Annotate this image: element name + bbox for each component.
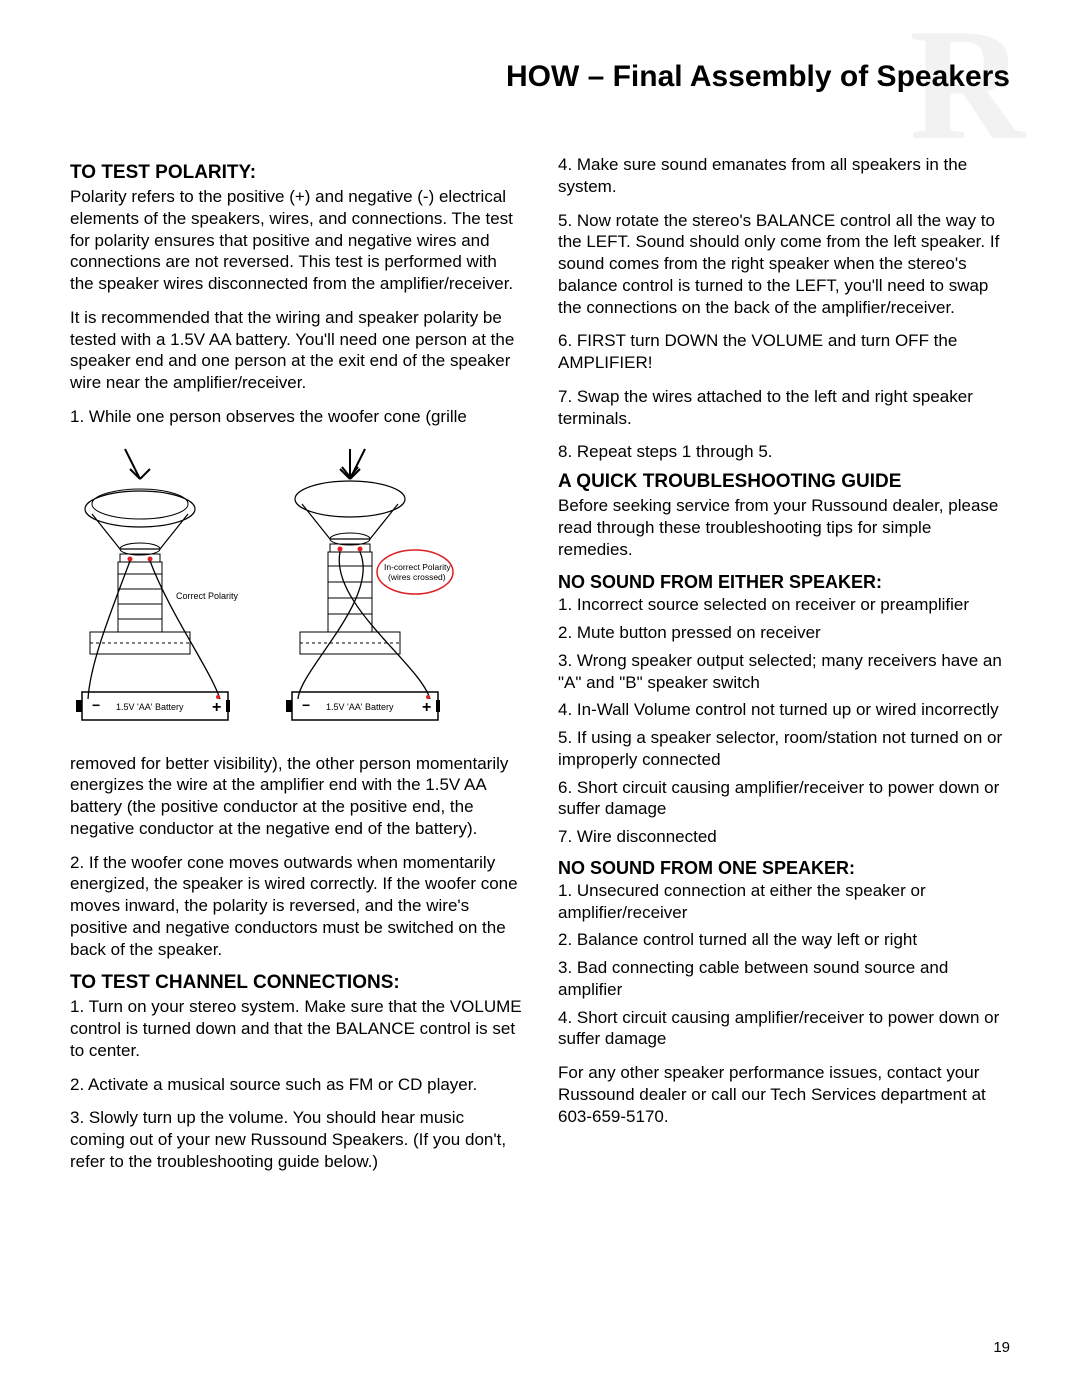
body-text: Polarity refers to the positive (+) and … bbox=[70, 186, 522, 295]
body-text: 1. Incorrect source selected on receiver… bbox=[558, 594, 1010, 616]
diagram-left-speaker: − + 1.5V 'AA' Battery Correct Polarity bbox=[76, 449, 239, 720]
terminal-dot bbox=[128, 556, 133, 561]
arrow-up-icon bbox=[125, 449, 150, 479]
terminal-dot bbox=[148, 556, 153, 561]
body-text: 1. While one person observes the woofer … bbox=[70, 406, 522, 428]
polarity-diagram: − + 1.5V 'AA' Battery Correct Polarity bbox=[70, 444, 480, 734]
body-text: 2. Activate a musical source such as FM … bbox=[70, 1074, 522, 1096]
body-text: 5. If using a speaker selector, room/sta… bbox=[558, 727, 1010, 771]
body-text: 3. Wrong speaker output selected; many r… bbox=[558, 650, 1010, 694]
left-column: TO TEST POLARITY: Polarity refers to the… bbox=[70, 154, 522, 1185]
body-text: 5. Now rotate the stereo's BALANCE contr… bbox=[558, 210, 1010, 319]
diagram-label-correct: Correct Polarity bbox=[176, 591, 239, 601]
body-text: 7. Wire disconnected bbox=[558, 826, 1010, 848]
heading-channel: TO TEST CHANNEL CONNECTIONS: bbox=[70, 972, 522, 994]
heading-no-sound-one: NO SOUND FROM ONE SPEAKER: bbox=[558, 858, 1010, 879]
body-text: 2. If the woofer cone moves outwards whe… bbox=[70, 852, 522, 961]
body-text: It is recommended that the wiring and sp… bbox=[70, 307, 522, 394]
body-text: 4. Short circuit causing amplifier/recei… bbox=[558, 1007, 1010, 1051]
body-text: 2. Mute button pressed on receiver bbox=[558, 622, 1010, 644]
battery-label: 1.5V 'AA' Battery bbox=[326, 702, 394, 712]
svg-text:+: + bbox=[422, 699, 431, 716]
battery-plus: + bbox=[212, 699, 221, 716]
right-column: 4. Make sure sound emanates from all spe… bbox=[558, 154, 1010, 1185]
body-text: 8. Repeat steps 1 through 5. bbox=[558, 441, 1010, 463]
body-text: 7. Swap the wires attached to the left a… bbox=[558, 386, 1010, 430]
page-title: HOW – Final Assembly of Speakers bbox=[70, 60, 1010, 94]
battery-minus: − bbox=[92, 697, 100, 713]
diagram-label-incorrect: In-correct Polarity bbox=[384, 562, 451, 572]
body-text: 1. Unsecured connection at either the sp… bbox=[558, 880, 1010, 924]
svg-text:−: − bbox=[302, 697, 310, 713]
battery-label: 1.5V 'AA' Battery bbox=[116, 702, 184, 712]
heading-no-sound-either: NO SOUND FROM EITHER SPEAKER: bbox=[558, 572, 1010, 593]
two-column-layout: TO TEST POLARITY: Polarity refers to the… bbox=[70, 154, 1010, 1185]
body-text: 1. Turn on your stereo system. Make sure… bbox=[70, 996, 522, 1061]
body-text: removed for better visibility), the othe… bbox=[70, 753, 522, 840]
body-text: For any other speaker performance issues… bbox=[558, 1062, 1010, 1127]
body-text: 2. Balance control turned all the way le… bbox=[558, 929, 1010, 951]
body-text: 6. Short circuit causing amplifier/recei… bbox=[558, 777, 1010, 821]
page-number: 19 bbox=[993, 1339, 1010, 1356]
heading-troubleshoot: A QUICK TROUBLESHOOTING GUIDE bbox=[558, 471, 1010, 493]
body-text: Before seeking service from your Russoun… bbox=[558, 495, 1010, 560]
body-text: 3. Slowly turn up the volume. You should… bbox=[70, 1107, 522, 1172]
body-text: 4. Make sure sound emanates from all spe… bbox=[558, 154, 1010, 198]
body-text: 3. Bad connecting cable between sound so… bbox=[558, 957, 1010, 1001]
body-text: 6. FIRST turn DOWN the VOLUME and turn O… bbox=[558, 330, 1010, 374]
heading-polarity: TO TEST POLARITY: bbox=[70, 162, 522, 184]
diagram-right-speaker: In-correct Polarity (wires crossed) − + … bbox=[286, 449, 453, 720]
diagram-label-incorrect2: (wires crossed) bbox=[388, 572, 446, 582]
body-text: 4. In-Wall Volume control not turned up … bbox=[558, 699, 1010, 721]
